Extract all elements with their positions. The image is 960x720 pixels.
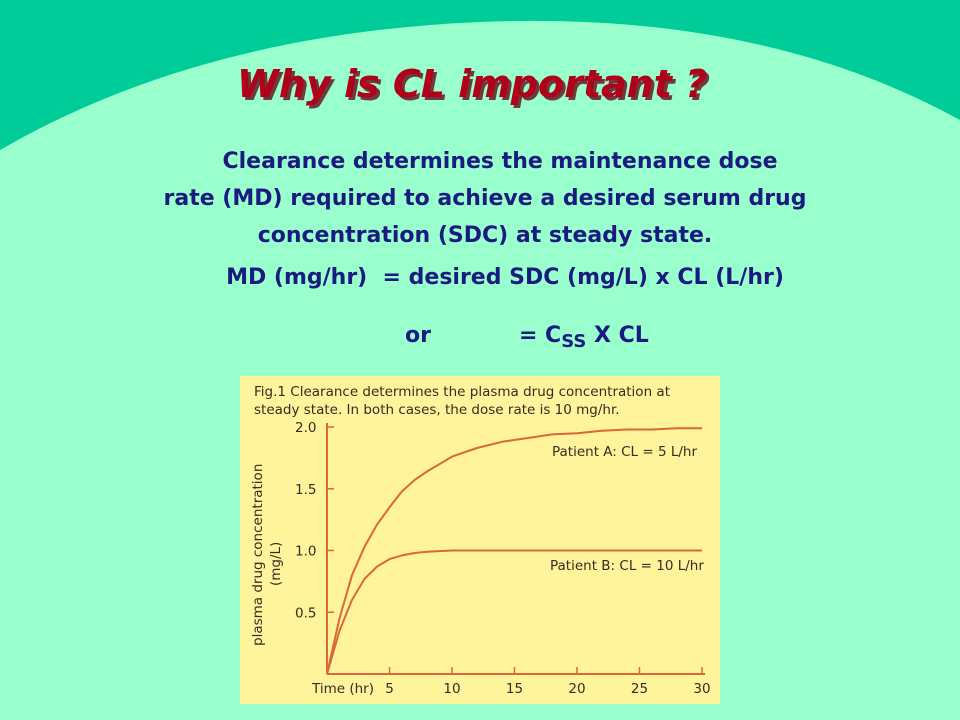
y-axis-unit: (mg/L) [268,542,284,586]
y-tick-label: 0.5 [295,605,316,621]
series-label-patient-a: Patient A: CL = 5 L/hr [552,444,697,460]
css-subscript: SS [561,331,587,352]
paragraph-line-1: Clearance determines the maintenance dos… [222,149,778,174]
y-tick-label: 2.0 [295,420,316,436]
clearance-figure: Fig.1 Clearance determines the plasma dr… [240,376,720,704]
x-tick-label: 20 [568,681,585,697]
x-tick-label: 15 [506,681,523,697]
series-label-patient-b: Patient B: CL = 10 L/hr [550,558,704,574]
y-tick-label: 1.5 [295,482,316,498]
x-tick-label: 5 [385,681,394,697]
figure-caption-line-1: Fig.1 Clearance determines the plasma dr… [254,384,670,400]
x-tick-label: 30 [693,681,710,697]
slide-title: Why is CL important ? [237,62,708,106]
y-axis-label: plasma drug concentration [250,464,266,646]
x-axis-label: Time (hr) [311,681,374,697]
series-line-patient-a [326,427,702,675]
paragraph-line-2: rate (MD) required to achieve a desired … [163,186,807,211]
x-tick-label: 25 [631,681,648,697]
dose-rate-formula: MD (mg/hr) = desired SDC (mg/L) x CL (L/… [226,265,784,290]
x-tick-label: 10 [443,681,460,697]
plot-area: 0.5 1.0 1.5 2.0 5 10 15 20 25 30 Patient A: CL = 5… [295,420,711,697]
equals-c: = C [518,323,562,348]
alternative-formula: or = CSS X CL [405,323,649,352]
times-cl: X CL [586,323,649,348]
paragraph-line-3: concentration (SDC) at steady state. [257,223,713,248]
or-label: or [405,323,431,348]
series-line-patient-b [326,549,702,675]
figure-background [240,376,720,704]
figure-caption-line-2: steady state. In both cases, the dose ra… [254,402,620,418]
y-tick-label: 1.0 [295,544,316,560]
header-banner [0,0,960,150]
